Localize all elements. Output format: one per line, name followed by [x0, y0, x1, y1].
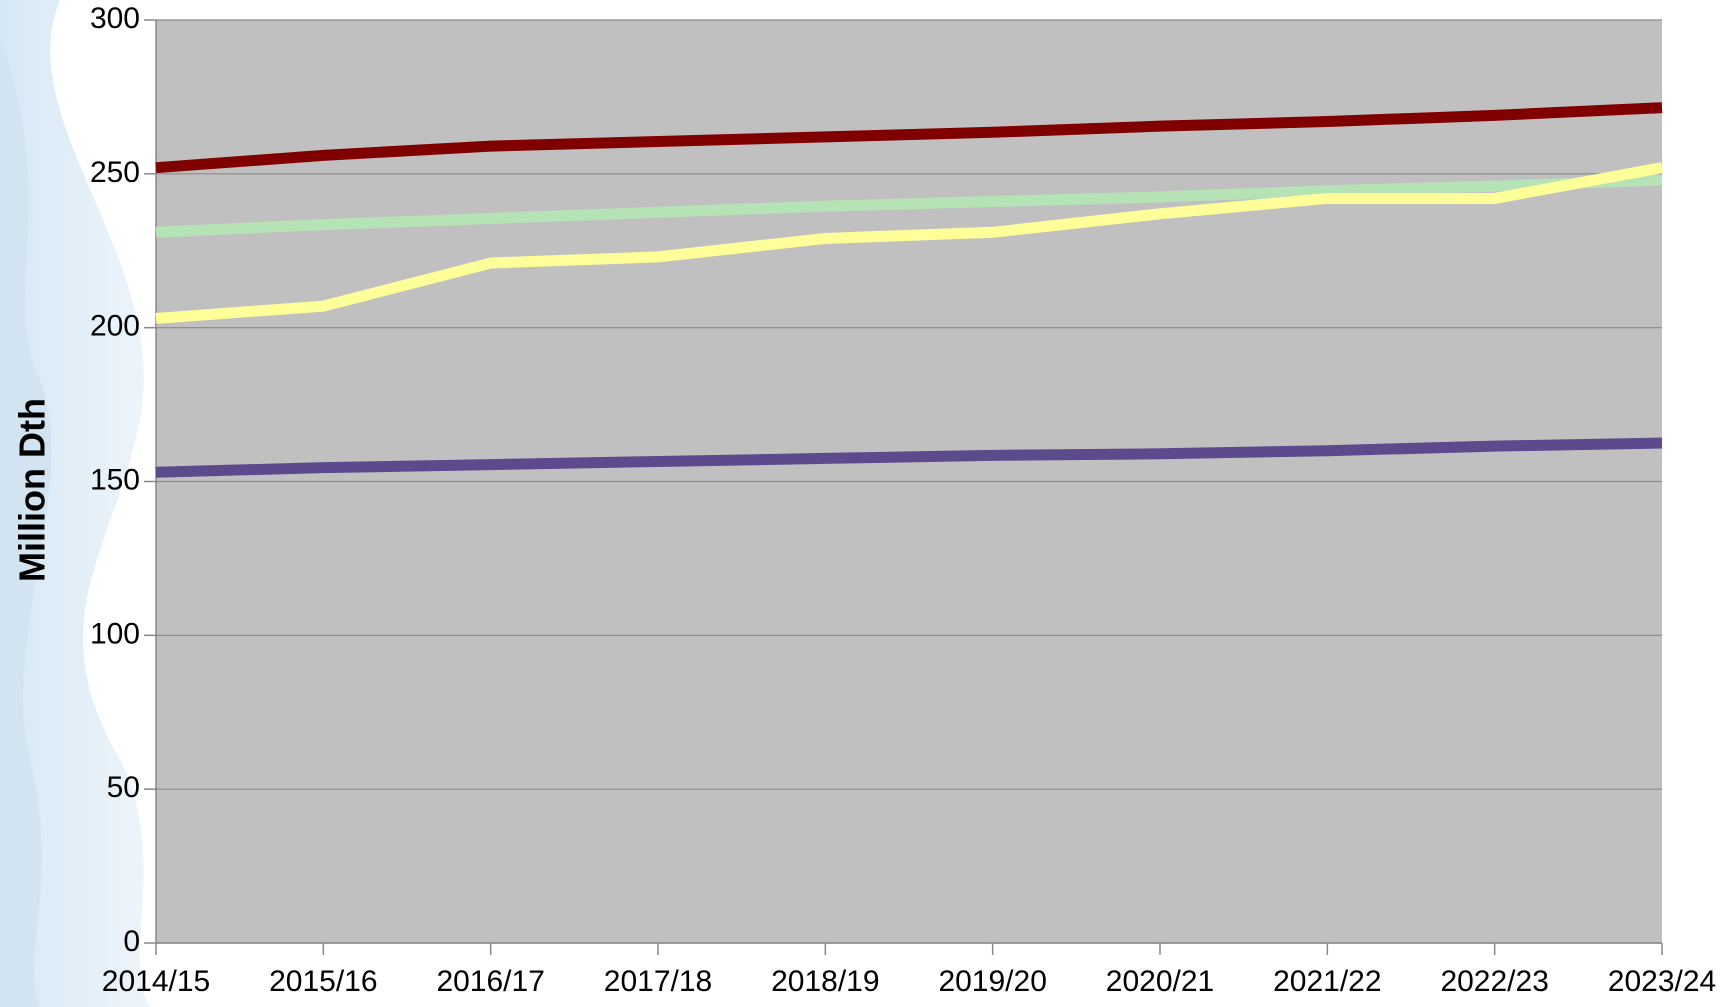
y-axis-label: Million Dth: [12, 398, 53, 582]
y-tick-label: 150: [90, 463, 140, 496]
x-tick-label: 2018/19: [771, 965, 879, 998]
x-tick-label: 2019/20: [938, 965, 1046, 998]
y-tick-label: 100: [90, 617, 140, 650]
decoration: [0, 40, 52, 1007]
y-tick-label: 50: [107, 771, 140, 804]
x-tick-label: 2021/22: [1273, 965, 1381, 998]
x-tick-label: 2022/23: [1440, 965, 1548, 998]
line-series: [155, 437, 1663, 478]
x-tick-label: 2016/17: [436, 965, 544, 998]
x-tick-label: 2015/16: [269, 965, 377, 998]
line-series: [155, 162, 1663, 324]
x-tick-label: 2017/18: [604, 965, 712, 998]
line-series: [155, 174, 1663, 238]
x-tick-label: 2014/15: [102, 965, 210, 998]
decoration: [0, 0, 150, 1007]
y-tick-label: 300: [90, 2, 140, 35]
y-tick-label: 0: [123, 925, 140, 958]
line-series: [155, 102, 1663, 174]
x-tick-label: 2020/21: [1106, 965, 1214, 998]
y-tick-label: 250: [90, 156, 140, 189]
x-tick-label: 2023/24: [1608, 965, 1716, 998]
y-tick-label: 200: [90, 310, 140, 343]
